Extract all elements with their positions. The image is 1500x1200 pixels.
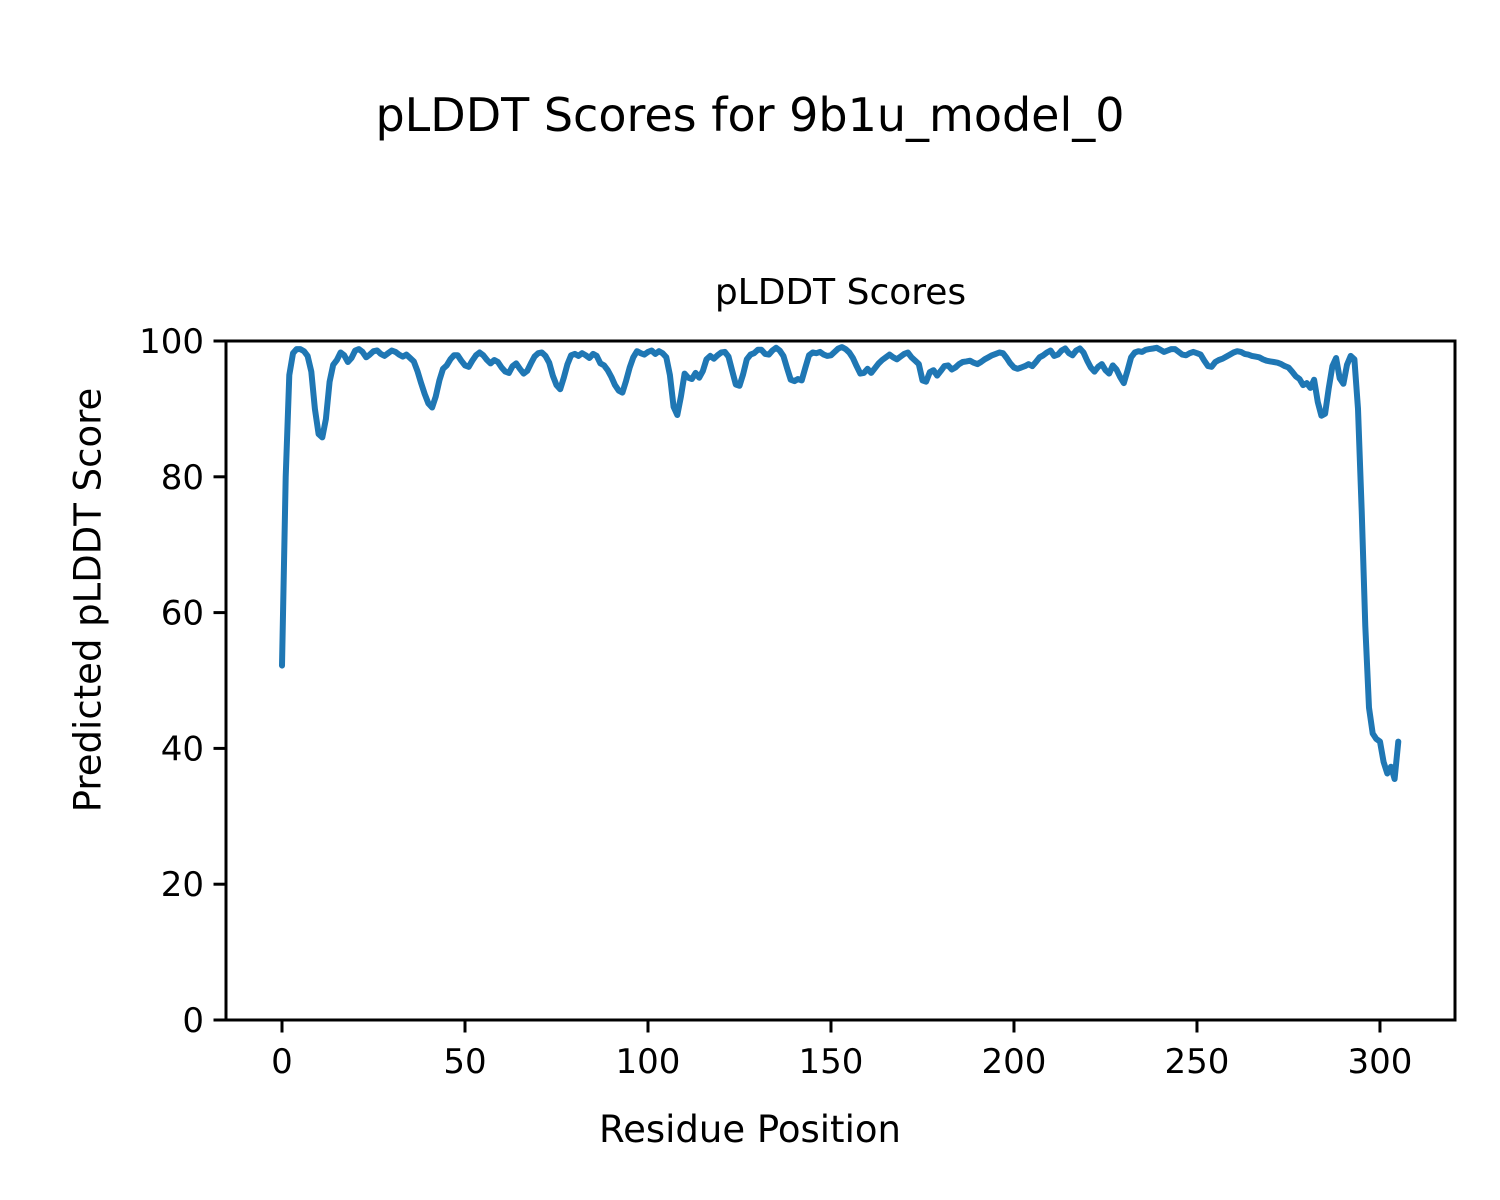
axes-border	[224, 339, 1457, 1022]
y-tick-label: 100	[139, 322, 204, 362]
y-tick-label: 20	[161, 865, 204, 905]
x-tick-label: 250	[1165, 1042, 1230, 1082]
x-tick-label: 100	[616, 1042, 681, 1082]
x-tick-label: 150	[799, 1042, 864, 1082]
y-tick-label: 80	[161, 458, 204, 498]
x-axis-label: Residue Position	[599, 1108, 901, 1151]
plddt-line-series	[279, 344, 1402, 782]
x-tick-label: 0	[271, 1042, 293, 1082]
y-tick-label: 0	[182, 1001, 204, 1041]
y-tick-label: 60	[161, 594, 204, 634]
y-tick-label: 40	[161, 729, 204, 769]
x-tick-label: 200	[982, 1042, 1047, 1082]
x-tick-label: 300	[1348, 1042, 1413, 1082]
figure-title: pLDDT Scores for 9b1u_model_0	[375, 88, 1125, 142]
axes-title: pLDDT Scores	[714, 272, 967, 313]
x-tick-label: 50	[443, 1042, 486, 1082]
